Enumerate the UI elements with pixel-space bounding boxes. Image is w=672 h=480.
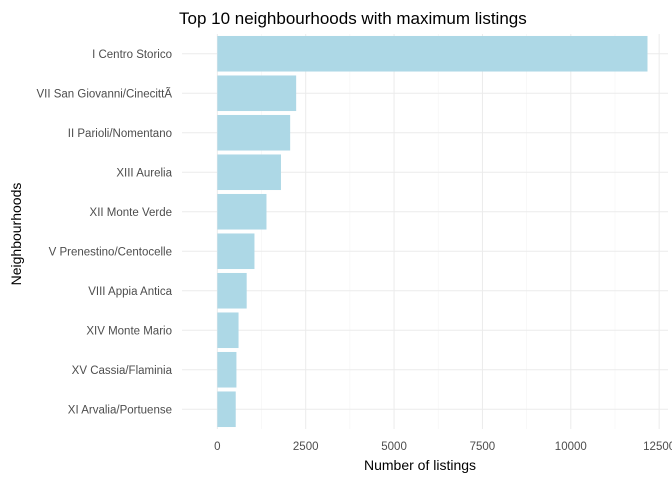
y-tick-label: V Prenestino/Centocelle bbox=[49, 246, 172, 258]
y-tick-label: XIII Aurelia bbox=[116, 167, 172, 179]
y-tick-label: XV Cassia/Flaminia bbox=[72, 365, 173, 377]
bar bbox=[217, 193, 267, 230]
bar bbox=[217, 35, 648, 72]
y-tick-label: I Centro Storico bbox=[92, 49, 172, 61]
y-tick-label: XI Arvalia/Portuense bbox=[68, 404, 172, 416]
bar bbox=[217, 233, 255, 270]
bar bbox=[217, 75, 297, 112]
bar bbox=[217, 312, 239, 349]
x-tick-label: 5000 bbox=[381, 441, 407, 453]
bar bbox=[217, 272, 247, 309]
y-tick-labels: I Centro Storico VII San Giovanni/Cinecit… bbox=[36, 49, 172, 417]
bar bbox=[217, 351, 237, 388]
x-tick-label: 2500 bbox=[293, 441, 319, 453]
y-tick-label: VIII Appia Antica bbox=[88, 286, 172, 298]
bar bbox=[217, 114, 291, 151]
x-axis-title: Number of listings bbox=[364, 457, 476, 473]
y-tick-label: II Parioli/Nomentano bbox=[68, 128, 172, 140]
chart-title: Top 10 neighbourhoods with maximum listi… bbox=[179, 9, 527, 28]
x-tick-labels: 0 2500 5000 7500 10000 12500 bbox=[214, 441, 672, 453]
x-tick-label: 7500 bbox=[470, 441, 496, 453]
x-tick-label: 12500 bbox=[643, 441, 672, 453]
bar bbox=[217, 154, 281, 191]
bars bbox=[217, 35, 648, 428]
y-tick-label: XIV Monte Mario bbox=[86, 325, 172, 337]
bar bbox=[217, 391, 236, 428]
x-tick-label: 0 bbox=[214, 441, 220, 453]
y-tick-label: VII San Giovanni/CinecittÃ bbox=[36, 87, 172, 100]
x-tick-label: 10000 bbox=[555, 441, 587, 453]
y-tick-label: XII Monte Verde bbox=[90, 207, 172, 219]
y-axis-title: Neighbourhoods bbox=[8, 183, 24, 286]
